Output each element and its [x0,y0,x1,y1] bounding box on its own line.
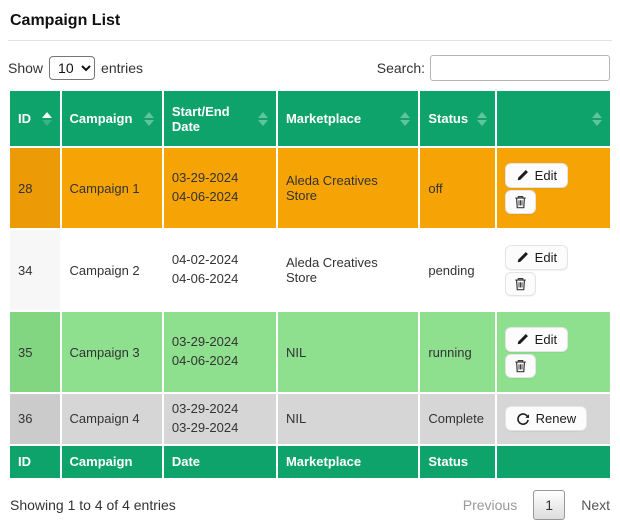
cell-id: 36 [10,394,60,444]
sort-icon [257,111,268,126]
cell-actions: Edit [496,230,610,310]
cell-actions: Renew [496,394,610,444]
pencil-icon [517,251,528,262]
cell-campaign: Campaign 2 [61,230,162,310]
end-date: 03-29-2024 [171,419,239,435]
trash-icon [514,359,526,372]
footer-campaign: Campaign [61,445,162,478]
cell-id: 28 [10,148,60,228]
sort-icon [476,111,487,126]
table-row-campaign-2: 34 Campaign 2 04-02-2024 04-06-2024 Aled… [10,230,610,310]
footer-id: ID [10,445,60,478]
cell-campaign: Campaign 3 [61,312,162,392]
cell-date: 03-29-2024 04-06-2024 [163,148,276,228]
column-header-id[interactable]: ID [10,91,60,146]
table-header: ID Campaign Start/End Date Marketplace S… [10,91,610,146]
footer-actions [496,445,610,478]
cell-status: off [420,148,495,228]
edit-button[interactable]: Edit [504,244,569,270]
start-date: 04-02-2024 [171,252,239,268]
start-date: 03-29-2024 [171,170,239,186]
refresh-icon [516,413,529,425]
entries-label: entries [101,60,144,76]
divider [8,40,612,41]
edit-button[interactable]: Edit [504,326,569,352]
edit-button-label: Edit [534,249,558,265]
campaign-table: ID Campaign Start/End Date Marketplace S… [8,89,612,480]
column-header-label: Marketplace [285,111,362,126]
edit-button[interactable]: Edit [504,162,569,188]
pencil-icon [517,169,528,180]
pencil-icon [517,333,528,344]
search-input[interactable] [430,55,610,81]
footer-marketplace: Marketplace [277,445,419,478]
sort-icon [400,111,411,126]
cell-date: 03-29-2024 04-06-2024 [163,312,276,392]
column-header-status[interactable]: Status [420,91,495,146]
cell-marketplace: NIL [277,394,419,444]
column-header-label: Start/End Date [171,103,230,134]
cell-date: 03-29-2024 03-29-2024 [163,394,276,444]
start-date: 03-29-2024 [171,334,239,350]
cell-id: 35 [10,312,60,392]
footer-status: Status [420,445,495,478]
cell-marketplace: NIL [277,312,419,392]
table-row-campaign-1: 28 Campaign 1 03-29-2024 04-06-2024 Aled… [10,148,610,228]
column-header-campaign[interactable]: Campaign [61,91,162,146]
delete-button[interactable] [504,189,536,214]
cell-status: running [420,312,495,392]
cell-status: Complete [420,394,495,444]
cell-actions: Edit [496,148,610,228]
end-date: 04-06-2024 [171,189,239,204]
cell-campaign: Campaign 1 [61,148,162,228]
column-header-label: ID [18,111,31,126]
table-footer: ID Campaign Date Marketplace Status [10,445,610,478]
end-date: 04-06-2024 [171,353,239,368]
table-controls: Show 10 entries Search: [8,55,610,81]
page-title: Campaign List [10,12,121,29]
sort-icon [143,111,154,126]
column-header-label: Status [428,111,469,126]
sort-icon [592,111,602,126]
renew-button-label: Renew [535,411,577,427]
column-header-date[interactable]: Start/End Date [163,91,276,146]
delete-button[interactable] [504,353,536,378]
column-header-label: Campaign [69,111,133,126]
show-label: Show [8,60,44,76]
footer-date: Date [163,445,276,478]
end-date: 04-06-2024 [171,271,239,286]
cell-id: 34 [10,230,60,310]
cell-date: 04-02-2024 04-06-2024 [163,230,276,310]
column-header-actions[interactable] [496,91,610,146]
edit-button-label: Edit [534,167,558,183]
trash-icon [514,277,526,290]
table-row-campaign-3: 35 Campaign 3 03-29-2024 04-06-2024 NIL … [10,312,610,392]
cell-status: pending [420,230,495,310]
cell-marketplace: Aleda Creatives Store [277,148,419,228]
delete-button[interactable] [504,271,536,296]
trash-icon [514,195,526,208]
table-row-campaign-4: 36 Campaign 4 03-29-2024 03-29-2024 NIL … [10,394,610,444]
start-date: 03-29-2024 [171,401,239,416]
column-header-marketplace[interactable]: Marketplace [277,91,419,146]
cell-actions: Edit [496,312,610,392]
search-label: Search: [376,60,425,76]
cell-marketplace: Aleda Creatives Store [277,230,419,310]
renew-button[interactable]: Renew [504,406,588,432]
show-entries-control: Show 10 entries [8,56,143,80]
sort-asc-icon [41,111,52,126]
edit-button-label: Edit [534,331,558,347]
page-length-select[interactable]: 10 [49,56,96,80]
search-control: Search: [377,55,610,81]
cell-campaign: Campaign 4 [61,394,162,444]
table-body: 28 Campaign 1 03-29-2024 04-06-2024 Aled… [10,148,610,444]
